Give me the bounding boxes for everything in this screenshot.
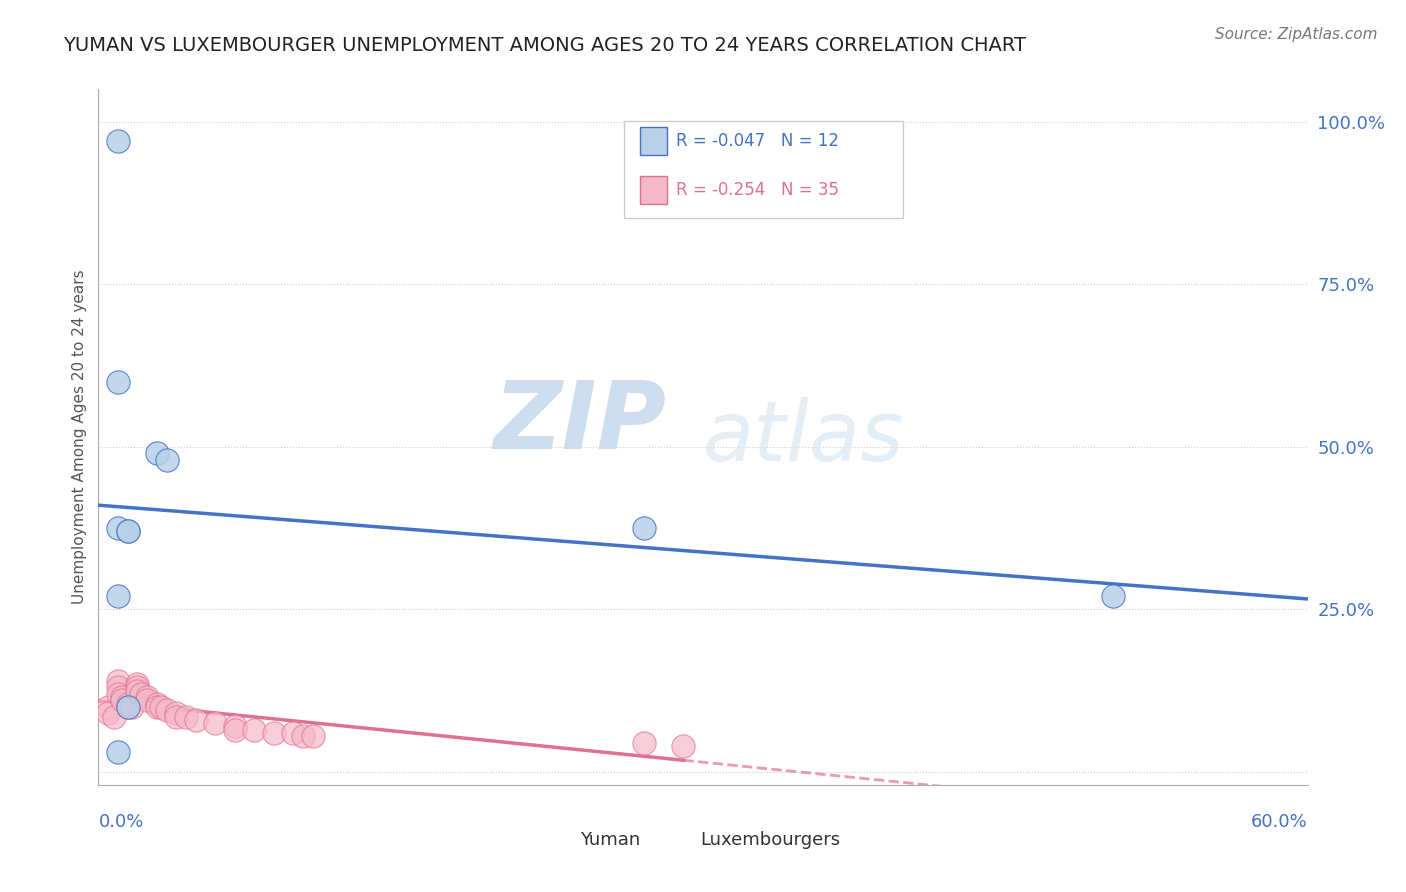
Point: [156, 703, 179, 717]
Text: 0.0%: 0.0%: [98, 813, 143, 830]
FancyBboxPatch shape: [624, 120, 903, 218]
Point: [117, 697, 139, 711]
Y-axis label: Unemployment Among Ages 20 to 24 years: Unemployment Among Ages 20 to 24 years: [72, 269, 87, 605]
FancyBboxPatch shape: [640, 128, 666, 155]
Point: [107, 521, 129, 535]
FancyBboxPatch shape: [666, 829, 693, 851]
Point: [204, 716, 226, 731]
Text: ZIP: ZIP: [494, 377, 666, 469]
FancyBboxPatch shape: [640, 177, 666, 204]
Point: [107, 681, 129, 695]
Point: [146, 697, 169, 711]
Text: YUMAN VS LUXEMBOURGER UNEMPLOYMENT AMONG AGES 20 TO 24 YEARS CORRELATION CHART: YUMAN VS LUXEMBOURGER UNEMPLOYMENT AMONG…: [63, 36, 1026, 54]
Point: [283, 726, 305, 740]
Point: [224, 723, 246, 737]
Point: [633, 736, 655, 750]
Point: [263, 726, 285, 740]
Point: [103, 709, 125, 723]
Point: [107, 590, 129, 604]
Text: atlas: atlas: [703, 397, 904, 477]
Point: [107, 375, 129, 389]
Point: [127, 683, 149, 698]
Point: [107, 746, 129, 760]
Point: [97, 700, 120, 714]
Text: Source: ZipAtlas.com: Source: ZipAtlas.com: [1215, 27, 1378, 42]
Text: 60.0%: 60.0%: [1251, 813, 1308, 830]
Point: [302, 729, 325, 743]
Point: [1101, 590, 1123, 604]
Point: [292, 729, 315, 743]
Point: [97, 706, 120, 721]
Point: [149, 700, 172, 714]
Point: [107, 134, 129, 148]
Point: [127, 677, 149, 691]
Point: [107, 687, 129, 701]
Point: [184, 713, 207, 727]
Text: R = -0.047   N = 12: R = -0.047 N = 12: [676, 132, 839, 151]
Point: [121, 700, 143, 714]
Point: [146, 446, 169, 460]
Point: [672, 739, 695, 753]
Point: [107, 673, 129, 688]
Text: R = -0.254   N = 35: R = -0.254 N = 35: [676, 181, 839, 199]
Point: [111, 693, 134, 707]
Point: [224, 719, 246, 733]
Text: Luxembourgers: Luxembourgers: [700, 831, 841, 849]
FancyBboxPatch shape: [546, 829, 572, 851]
Point: [136, 693, 159, 707]
Point: [117, 524, 139, 539]
Point: [131, 687, 153, 701]
Point: [243, 723, 266, 737]
Point: [136, 690, 159, 705]
Point: [117, 700, 139, 714]
Text: Yuman: Yuman: [579, 831, 640, 849]
Point: [633, 521, 655, 535]
Point: [117, 524, 139, 539]
Point: [111, 690, 134, 705]
Point: [156, 453, 179, 467]
Point: [117, 700, 139, 714]
Point: [165, 706, 187, 721]
Point: [174, 709, 197, 723]
Point: [127, 681, 149, 695]
Point: [165, 709, 187, 723]
Point: [146, 700, 169, 714]
